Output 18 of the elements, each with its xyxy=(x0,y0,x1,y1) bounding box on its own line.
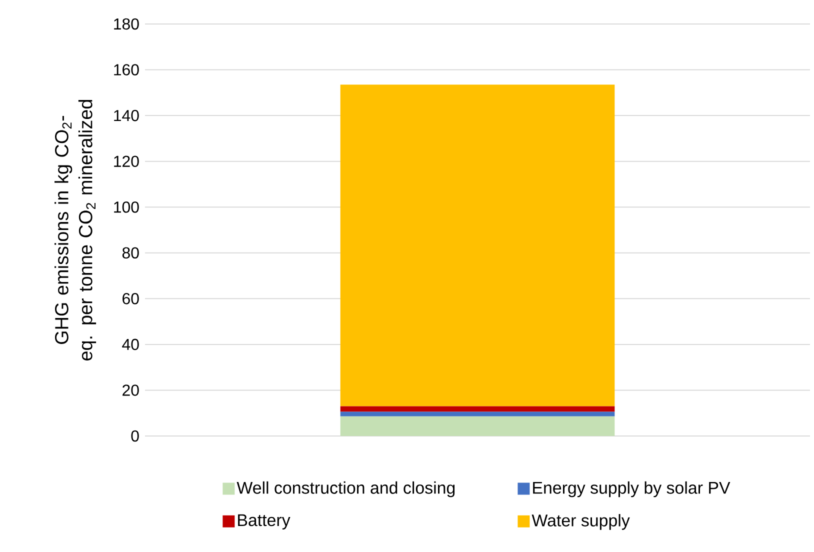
y-tick-label: 60 xyxy=(122,293,139,304)
y-tick-label: 0 xyxy=(131,430,139,442)
bar xyxy=(340,412,615,416)
y-tick-label: 100 xyxy=(114,201,139,213)
y-tick-label: 160 xyxy=(114,64,139,76)
legend-label: Energy supply by solar PV xyxy=(533,481,730,498)
bar xyxy=(340,416,615,436)
y-tick-label: 120 xyxy=(114,156,139,167)
y-tick-label: 40 xyxy=(122,338,139,350)
legend-label: Well construction and closing xyxy=(236,481,455,498)
bar xyxy=(340,84,615,406)
y-tick-label: 140 xyxy=(114,110,139,122)
legend-label: Water supply xyxy=(532,514,630,530)
y-tick-label: 80 xyxy=(122,247,139,259)
legend-label: Battery xyxy=(238,514,290,530)
y-tick-label: 20 xyxy=(122,384,139,396)
bar xyxy=(340,406,615,412)
y-tick-label: 180 xyxy=(114,18,139,30)
